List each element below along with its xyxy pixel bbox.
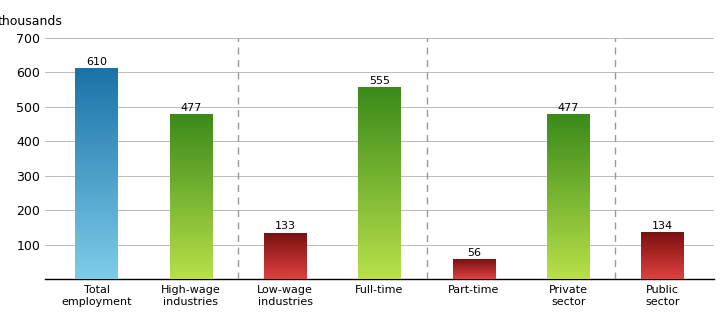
Text: thousands: thousands	[0, 15, 63, 28]
Text: 134: 134	[652, 221, 673, 231]
Text: 555: 555	[369, 76, 390, 86]
Text: 610: 610	[86, 57, 107, 67]
Text: 56: 56	[467, 248, 481, 258]
Text: 133: 133	[275, 222, 296, 231]
Text: 477: 477	[557, 103, 579, 113]
Text: 477: 477	[180, 103, 202, 113]
